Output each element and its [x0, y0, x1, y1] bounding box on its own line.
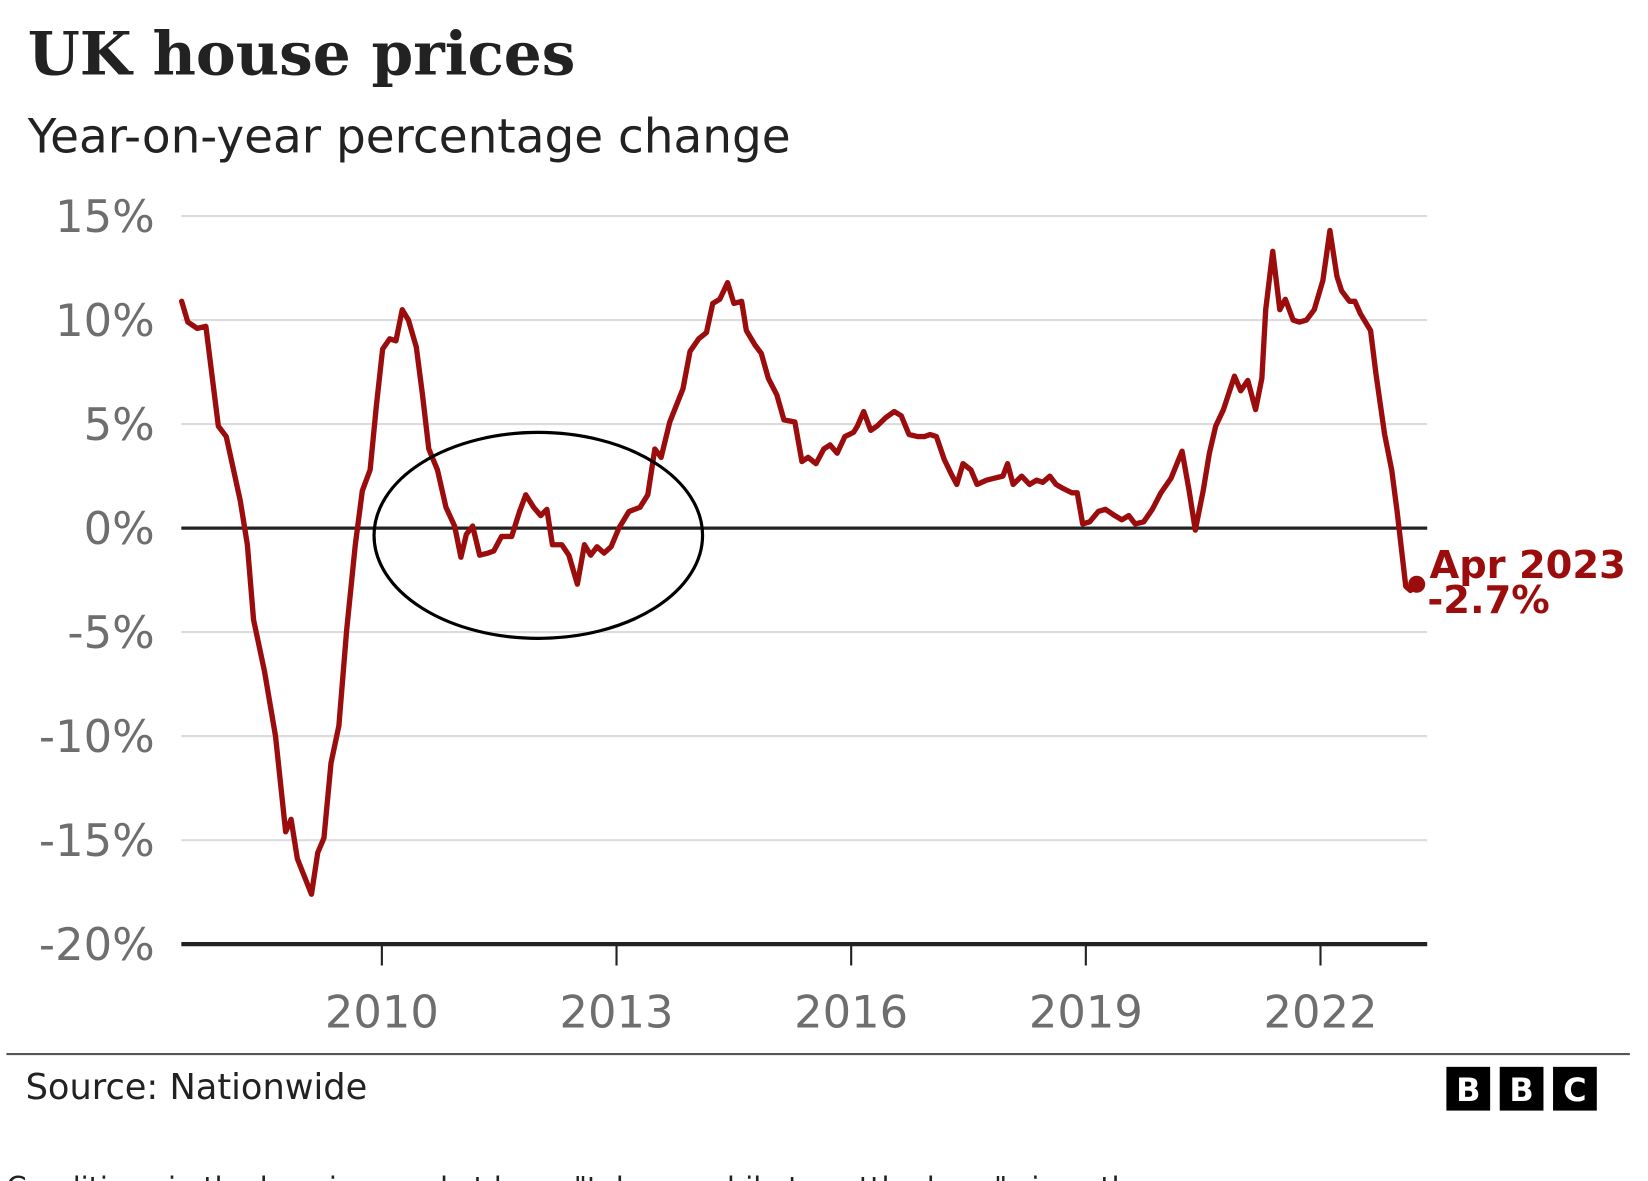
svg-text:C: C: [1563, 1071, 1586, 1109]
x-tick-label: 2013: [560, 985, 674, 1038]
highlight-circle: [372, 430, 705, 640]
y-tick-label: 10%: [55, 294, 155, 347]
svg-text:B: B: [1509, 1071, 1533, 1109]
y-tick-label: 5%: [84, 398, 155, 451]
annotation-value: -2.7%: [1427, 578, 1549, 623]
y-tick-label: 0%: [84, 502, 155, 555]
annotation-date: Apr 2023: [1429, 543, 1625, 588]
gridlines: [181, 214, 1428, 947]
svg-text:B: B: [1456, 1071, 1480, 1109]
article-caption: Conditions in the housing market have "t…: [6, 1170, 1147, 1181]
y-tick-label: -15%: [39, 814, 155, 867]
y-axis-ticks: 15% 10% 5% 0% -5% -10% -15% -20%: [39, 190, 155, 971]
x-tick-label: 2022: [1263, 985, 1377, 1038]
y-tick-label: 15%: [55, 190, 155, 243]
y-tick-label: -10%: [39, 710, 155, 763]
end-point-marker: [1408, 575, 1426, 593]
source-label: Source: Nationwide: [26, 1067, 368, 1108]
series-line: [178, 227, 1420, 897]
x-tick-label: 2016: [794, 985, 908, 1038]
y-tick-label: -5%: [67, 606, 154, 659]
chart-title: UK house prices: [28, 20, 576, 90]
y-tick-label: -20%: [39, 918, 155, 971]
chart-subtitle: Year-on-year percentage change: [27, 110, 791, 165]
x-axis-ticks: 2010 2013 2016 2019 2022: [325, 945, 1377, 1038]
bbc-logo: B B C: [1446, 1066, 1597, 1111]
x-tick-label: 2010: [325, 985, 439, 1038]
x-tick-label: 2019: [1029, 985, 1143, 1038]
